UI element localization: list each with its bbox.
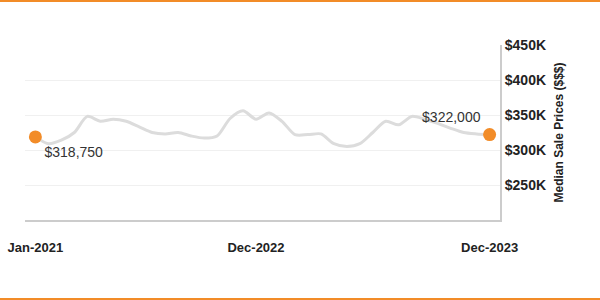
svg-text:Jan-2021: Jan-2021 — [8, 240, 64, 255]
svg-text:$350K: $350K — [505, 107, 546, 123]
svg-text:$318,750: $318,750 — [45, 144, 104, 160]
svg-text:$250K: $250K — [505, 177, 546, 193]
svg-text:$450K: $450K — [505, 37, 546, 53]
svg-text:Dec-2022: Dec-2022 — [227, 240, 284, 255]
svg-text:Dec-2023: Dec-2023 — [461, 240, 518, 255]
svg-text:Median Sale Prices ($$$): Median Sale Prices ($$$) — [552, 62, 566, 202]
svg-text:$322,000: $322,000 — [422, 109, 481, 125]
svg-text:$300K: $300K — [505, 142, 546, 158]
svg-text:$400K: $400K — [505, 72, 546, 88]
